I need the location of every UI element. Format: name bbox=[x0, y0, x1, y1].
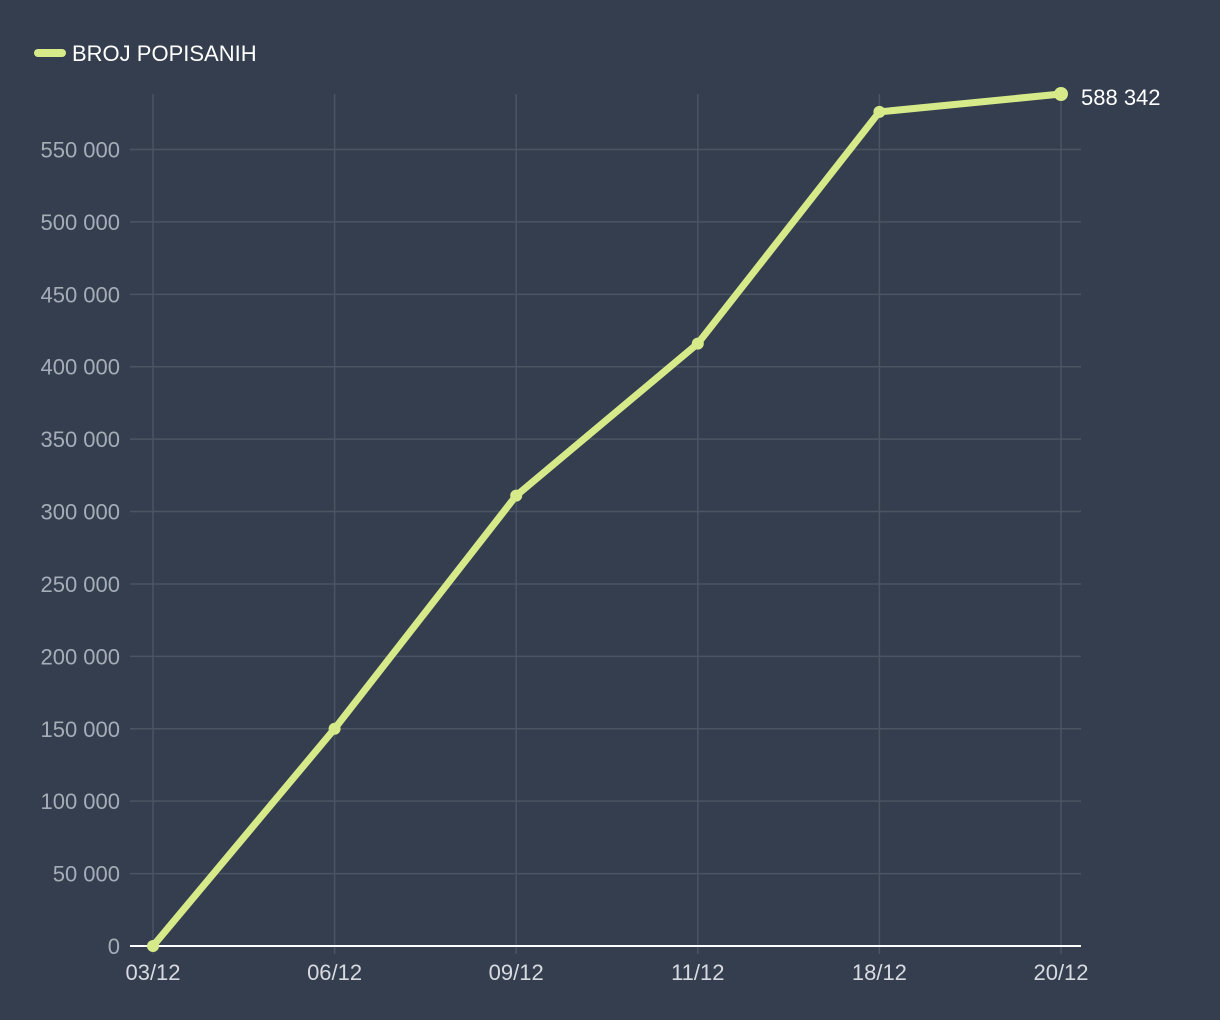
data-point bbox=[328, 722, 341, 735]
data-points bbox=[147, 87, 1068, 952]
y-tick-label: 400 000 bbox=[40, 355, 120, 380]
y-tick-label: 100 000 bbox=[40, 789, 120, 814]
x-tick-label: 03/12 bbox=[125, 960, 180, 985]
data-point bbox=[147, 940, 159, 952]
y-gridlines bbox=[130, 148, 1081, 875]
data-point bbox=[873, 105, 886, 118]
y-tick-label: 0 bbox=[108, 934, 120, 959]
y-axis-ticks: 0 50 000 100 000 150 000 200 000 250 000 300 0… bbox=[40, 138, 120, 959]
x-gridlines bbox=[152, 94, 1062, 954]
y-tick-label: 150 000 bbox=[40, 717, 120, 742]
legend-label: BROJ POPISANIH bbox=[72, 41, 257, 66]
x-tick-label: 20/12 bbox=[1033, 960, 1088, 985]
x-tick-label: 11/12 bbox=[671, 960, 724, 985]
legend: BROJ POPISANIH bbox=[34, 41, 257, 66]
data-point bbox=[1054, 87, 1068, 101]
data-point bbox=[510, 489, 523, 502]
x-tick-label: 18/12 bbox=[852, 960, 907, 985]
y-tick-label: 350 000 bbox=[40, 427, 120, 452]
x-tick-label: 09/12 bbox=[489, 960, 544, 985]
y-tick-label: 200 000 bbox=[40, 644, 120, 669]
x-axis-ticks: 03/12 06/12 09/12 11/12 18/12 20/12 bbox=[125, 960, 1088, 985]
y-tick-label: 250 000 bbox=[40, 572, 120, 597]
y-tick-label: 550 000 bbox=[40, 138, 120, 163]
y-tick-label: 50 000 bbox=[53, 862, 120, 887]
x-tick-label: 06/12 bbox=[307, 960, 362, 985]
series-line-broj-popisanih bbox=[149, 90, 1065, 950]
end-value-label: 588 342 bbox=[1081, 85, 1161, 110]
y-tick-label: 500 000 bbox=[40, 210, 120, 235]
y-tick-label: 300 000 bbox=[40, 500, 120, 525]
data-point bbox=[691, 337, 704, 350]
y-tick-label: 450 000 bbox=[40, 282, 120, 307]
